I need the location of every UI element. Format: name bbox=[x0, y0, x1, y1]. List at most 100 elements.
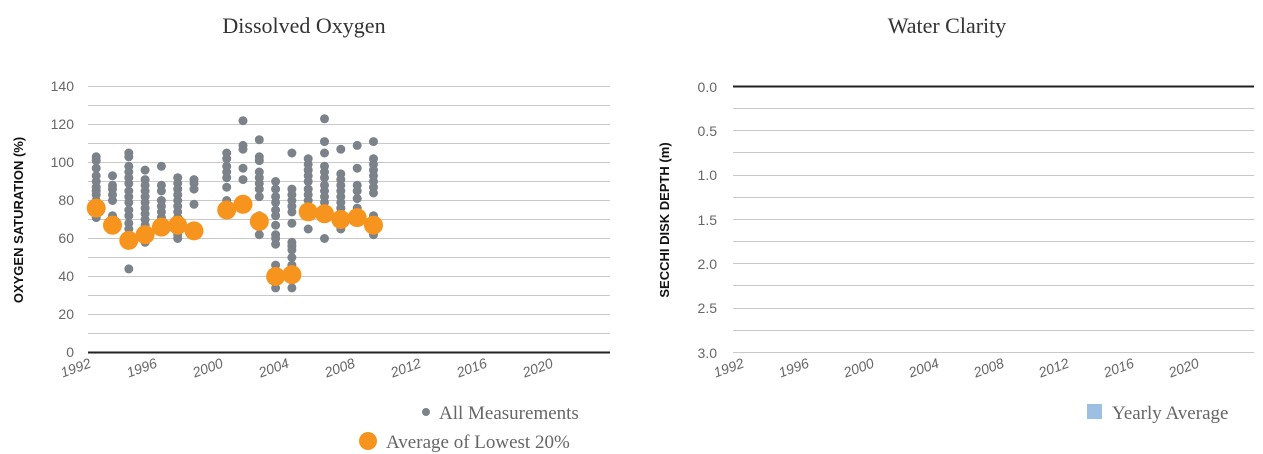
legend-marker-average bbox=[359, 432, 377, 450]
dissolved-oxygen-chart: Dissolved Oxygen OXYGEN SATURATION (%) 1… bbox=[11, 13, 610, 453]
average-point bbox=[184, 221, 204, 241]
measurement-point bbox=[271, 211, 281, 221]
measurement-point bbox=[238, 116, 248, 126]
y-tick-label: 3.0 bbox=[698, 345, 718, 361]
average-point bbox=[103, 215, 122, 235]
measurement-point bbox=[352, 140, 362, 150]
average-point bbox=[315, 204, 334, 224]
chart-title: Dissolved Oxygen bbox=[222, 13, 385, 38]
measurement-point bbox=[173, 234, 183, 243]
measurement-point bbox=[303, 224, 313, 234]
measurement-point bbox=[254, 135, 264, 145]
x-tick-labels: 1992 1996 2000 2004 2008 2012 2016 2020 bbox=[58, 355, 555, 381]
legend-item-all-measurements[interactable]: All Measurements bbox=[422, 403, 579, 424]
measurement-point bbox=[271, 184, 281, 194]
legend-item-yearly-average[interactable]: Yearly Average bbox=[1087, 403, 1228, 424]
x-tick-label: 2000 bbox=[840, 355, 876, 381]
average-point bbox=[282, 265, 302, 285]
average-point bbox=[168, 215, 188, 235]
x-tick-label: 2020 bbox=[519, 355, 555, 381]
x-tick-labels: 1992 1996 2000 2004 2008 2012 2016 2020 bbox=[711, 355, 1201, 381]
measurement-point bbox=[124, 197, 134, 207]
legend-label: All Measurements bbox=[439, 403, 579, 424]
average-point bbox=[217, 200, 237, 220]
y-tick-labels: 0.0 0.5 1.0 1.5 2.0 2.5 3.0 bbox=[698, 79, 718, 361]
measurement-point bbox=[303, 177, 313, 186]
measurement-point bbox=[156, 161, 166, 171]
average-point bbox=[119, 230, 139, 250]
legend-label: Average of Lowest 20% bbox=[386, 432, 570, 453]
y-tick-label: 120 bbox=[51, 116, 75, 132]
y-gridlines bbox=[88, 86, 610, 334]
average-lowest-series bbox=[86, 194, 383, 286]
y-tick-label: 0.0 bbox=[698, 79, 718, 95]
x-tick-label: 2000 bbox=[189, 355, 225, 381]
measurement-point bbox=[271, 239, 281, 249]
average-point bbox=[135, 225, 155, 245]
measurement-point bbox=[254, 184, 264, 194]
legend-item-average-lowest[interactable]: Average of Lowest 20% bbox=[359, 432, 570, 453]
average-point bbox=[298, 202, 318, 222]
measurement-point bbox=[124, 211, 134, 221]
x-tick-label: 2004 bbox=[905, 355, 941, 381]
legend: Yearly Average bbox=[1087, 403, 1228, 424]
measurement-point bbox=[222, 182, 232, 192]
measurement-point bbox=[91, 156, 101, 166]
measurement-point bbox=[238, 175, 248, 185]
y-tick-labels: 140 120 100 80 60 40 20 0 bbox=[51, 78, 75, 360]
y-tick-label: 0.5 bbox=[698, 123, 718, 139]
measurement-point bbox=[254, 192, 264, 202]
y-tick-label: 2.0 bbox=[698, 256, 718, 272]
measurement-point bbox=[352, 186, 362, 196]
measurement-point bbox=[254, 230, 264, 240]
average-point bbox=[86, 198, 106, 218]
chart-title: Water Clarity bbox=[888, 13, 1007, 38]
measurement-point bbox=[238, 163, 248, 173]
y-tick-label: 0 bbox=[66, 344, 74, 360]
measurement-point bbox=[369, 137, 378, 147]
measurement-point bbox=[320, 173, 329, 183]
legend-marker-measurements bbox=[422, 408, 430, 416]
measurement-point bbox=[287, 253, 297, 262]
average-point bbox=[364, 215, 383, 235]
measurement-point bbox=[222, 173, 232, 183]
average-point bbox=[266, 267, 286, 286]
measurement-point bbox=[287, 245, 297, 255]
measurement-point bbox=[124, 264, 134, 274]
measurement-point bbox=[369, 188, 378, 198]
measurement-point bbox=[287, 218, 297, 228]
x-tick-label: 2012 bbox=[387, 355, 423, 381]
x-tick-label: 1996 bbox=[776, 355, 811, 381]
measurement-point bbox=[238, 144, 248, 154]
x-tick-label: 2020 bbox=[1165, 355, 1201, 381]
average-point bbox=[233, 194, 253, 214]
measurement-point bbox=[271, 220, 281, 230]
measurement-point bbox=[124, 178, 134, 188]
measurement-point bbox=[189, 199, 199, 209]
measurement-point bbox=[336, 144, 346, 154]
x-tick-label: 2004 bbox=[255, 355, 291, 381]
y-tick-label: 60 bbox=[58, 230, 74, 246]
measurement-point bbox=[287, 207, 297, 217]
y-tick-label: 1.5 bbox=[698, 212, 718, 228]
y-gridlines bbox=[733, 108, 1254, 353]
average-point bbox=[151, 217, 171, 237]
x-tick-label: 2012 bbox=[1035, 355, 1071, 381]
legend-label: Yearly Average bbox=[1112, 403, 1228, 424]
measurement-point bbox=[156, 186, 166, 196]
measurement-point bbox=[352, 194, 362, 204]
average-point bbox=[347, 208, 367, 228]
measurement-point bbox=[320, 114, 329, 124]
average-point bbox=[331, 210, 351, 229]
measurement-point bbox=[108, 196, 117, 205]
water-clarity-chart: Water Clarity SECCHI DISK DEPTH (m) 0.0 … bbox=[657, 13, 1254, 424]
y-tick-label: 140 bbox=[51, 78, 75, 94]
y-axis-label: SECCHI DISK DEPTH (m) bbox=[657, 142, 672, 297]
measurement-point bbox=[320, 234, 329, 243]
measurement-point bbox=[254, 156, 264, 166]
x-tick-label: 2008 bbox=[321, 355, 357, 381]
legend-marker-yearly bbox=[1087, 404, 1102, 419]
measurement-point bbox=[222, 154, 232, 164]
legend: All Measurements Average of Lowest 20% bbox=[359, 403, 579, 453]
measurement-point bbox=[287, 148, 297, 158]
